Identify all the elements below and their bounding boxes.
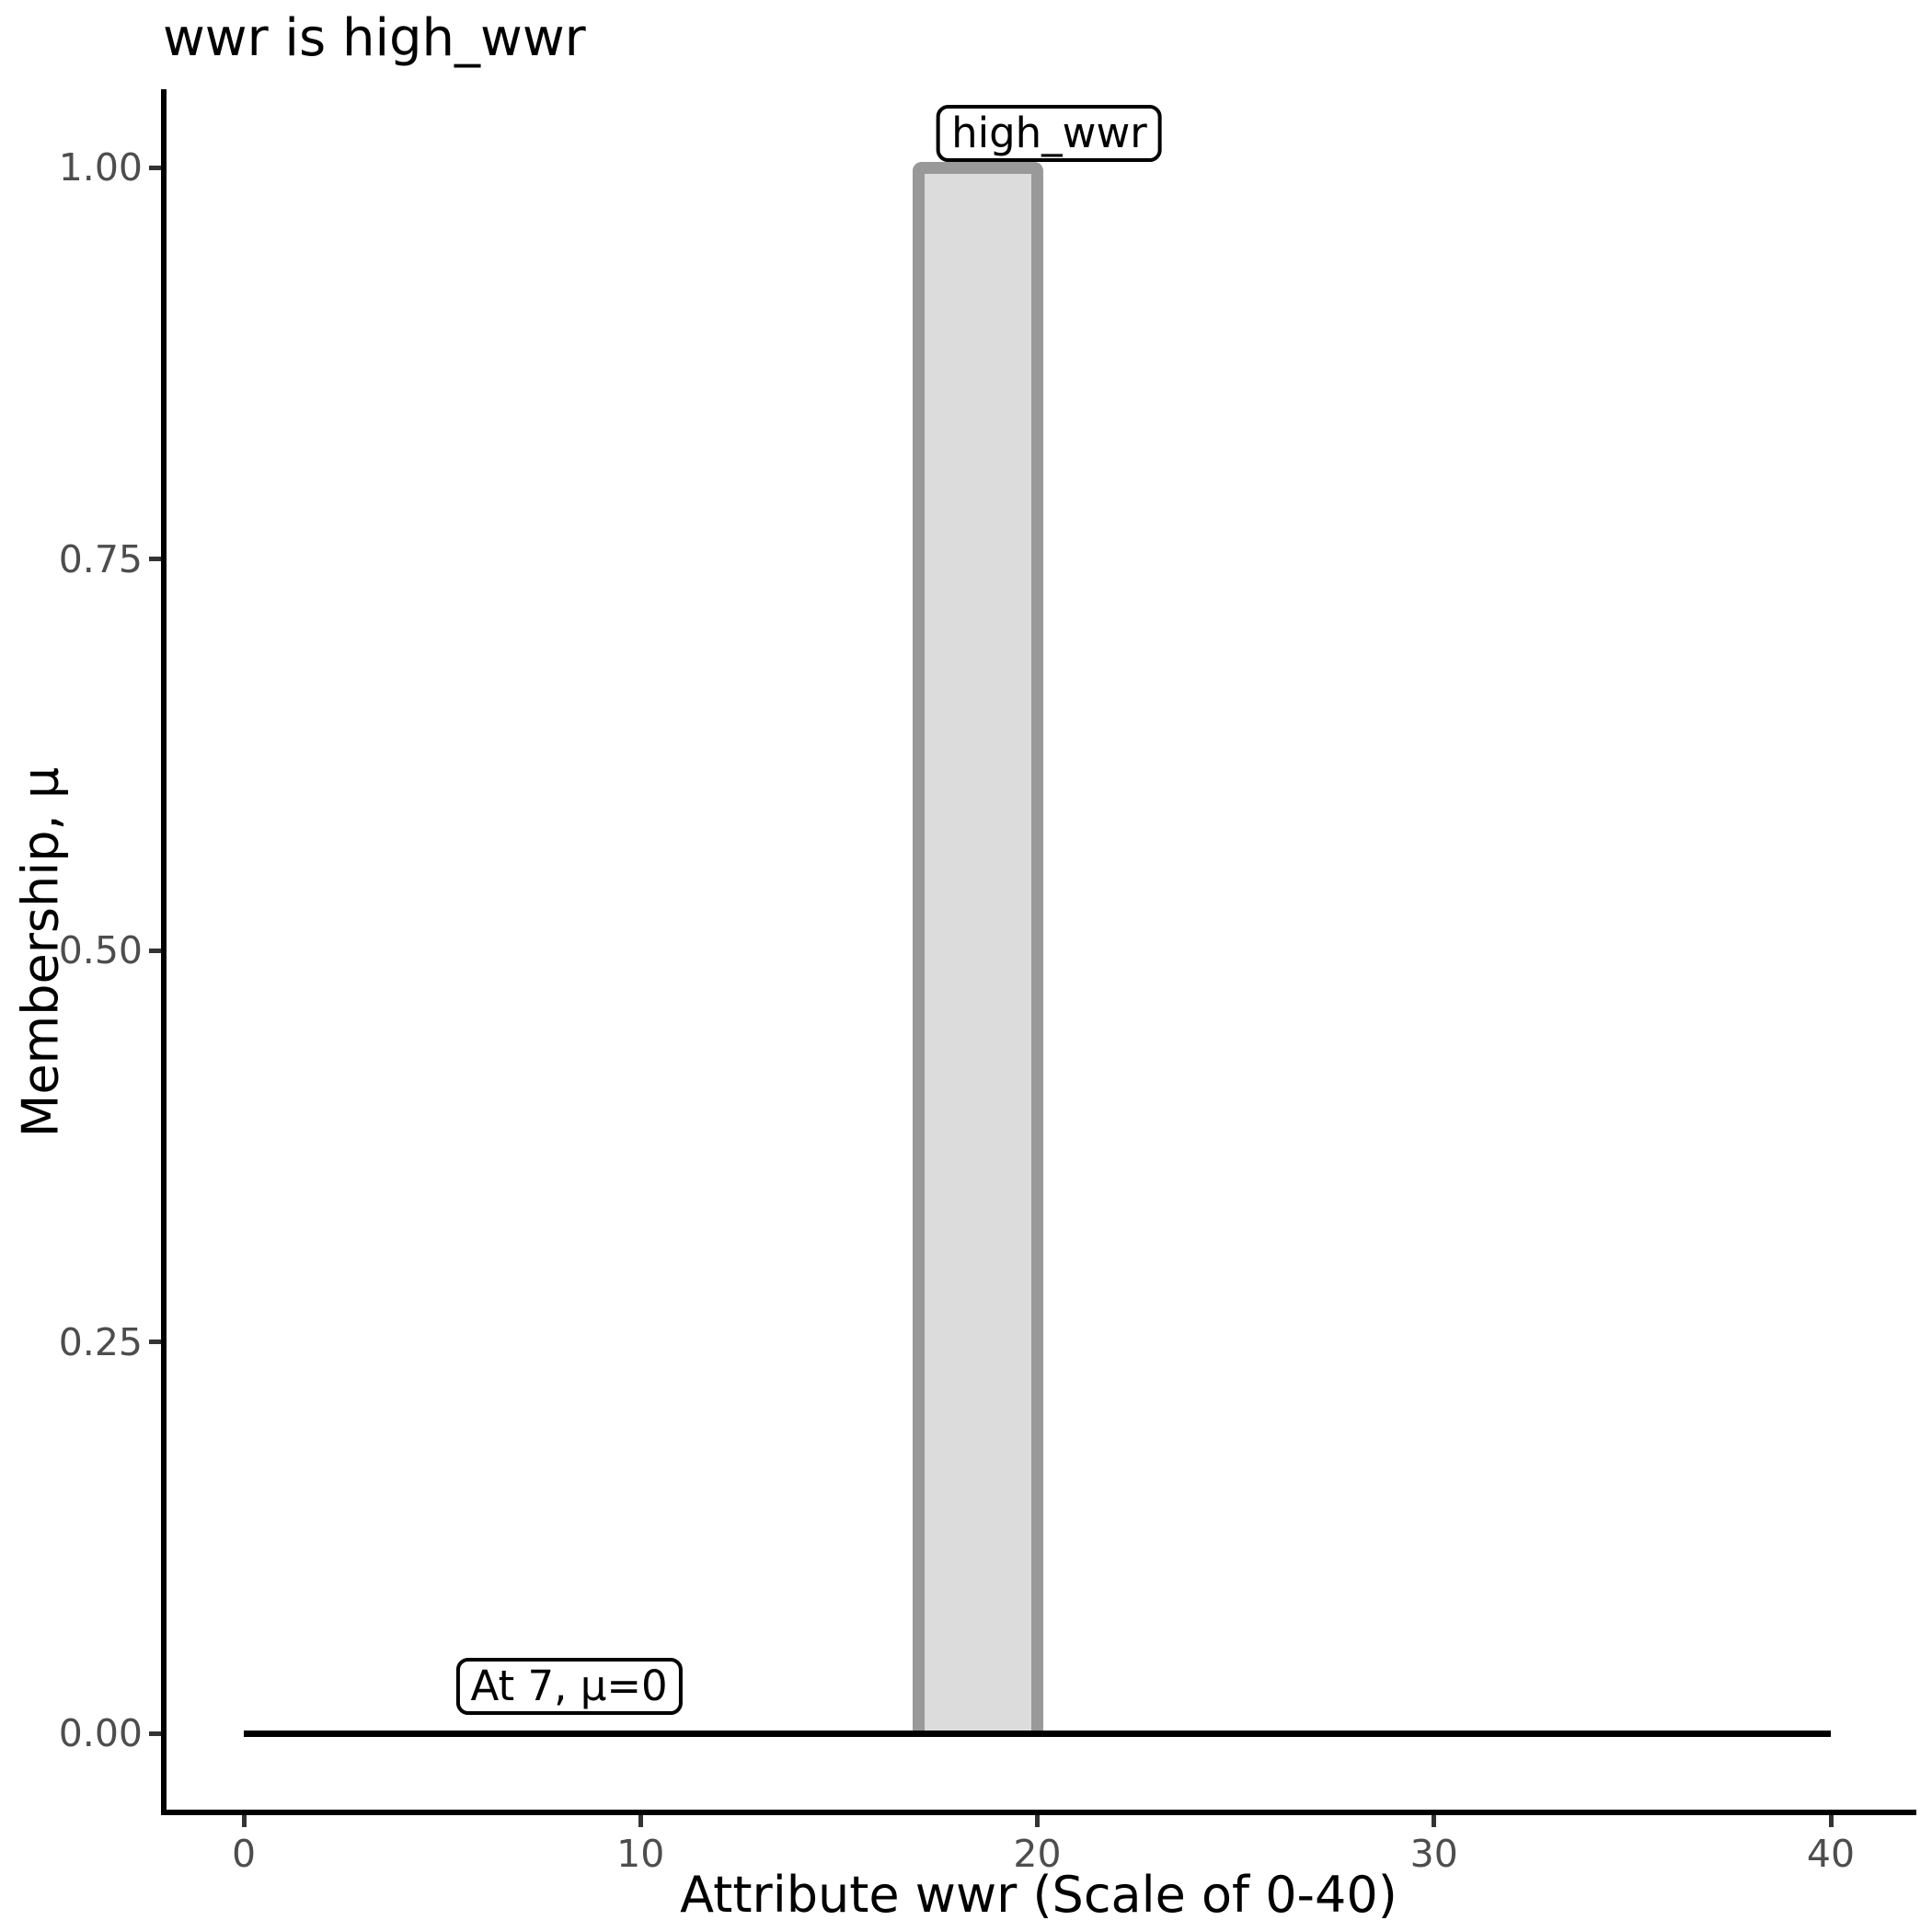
- annotation-label: high_wwr: [937, 104, 1162, 162]
- y-axis-tick-label: 0.75: [58, 536, 143, 581]
- annotation-label: At 7, μ=0: [455, 1657, 683, 1715]
- y-axis-tick: [149, 1340, 161, 1344]
- y-axis-tick: [149, 1731, 161, 1736]
- x-axis-tick-label: 20: [1013, 1832, 1062, 1876]
- x-axis-tick-label: 30: [1409, 1832, 1458, 1876]
- y-axis-tick-label: 1.00: [58, 145, 143, 190]
- chart-title: wwr is high_wwr: [163, 8, 586, 68]
- y-axis-tick: [149, 557, 161, 561]
- x-axis-title-text: Attribute wwr (Scale of 0-40): [680, 1866, 1397, 1924]
- y-axis-tick-label: 0.50: [58, 928, 143, 972]
- x-axis-tick: [1828, 1815, 1834, 1827]
- membership-value-line: [244, 1730, 1831, 1737]
- x-axis-tick: [638, 1815, 643, 1827]
- y-axis-tick: [149, 948, 161, 953]
- y-axis-tick-label: 0.00: [58, 1711, 143, 1755]
- y-axis-tick-label: 0.25: [58, 1319, 143, 1364]
- x-axis-line: [161, 1810, 1916, 1815]
- y-axis-tick: [149, 165, 161, 170]
- x-axis-tick-label: 10: [616, 1832, 665, 1876]
- x-axis-tick: [1432, 1815, 1437, 1827]
- y-axis-line: [161, 89, 167, 1815]
- x-axis-tick-label: 0: [231, 1832, 257, 1876]
- x-axis-tick: [1035, 1815, 1040, 1827]
- high-wwr-membership-bar: [912, 161, 1043, 1737]
- x-axis-tick: [241, 1815, 247, 1827]
- x-axis-tick-label: 40: [1806, 1832, 1856, 1876]
